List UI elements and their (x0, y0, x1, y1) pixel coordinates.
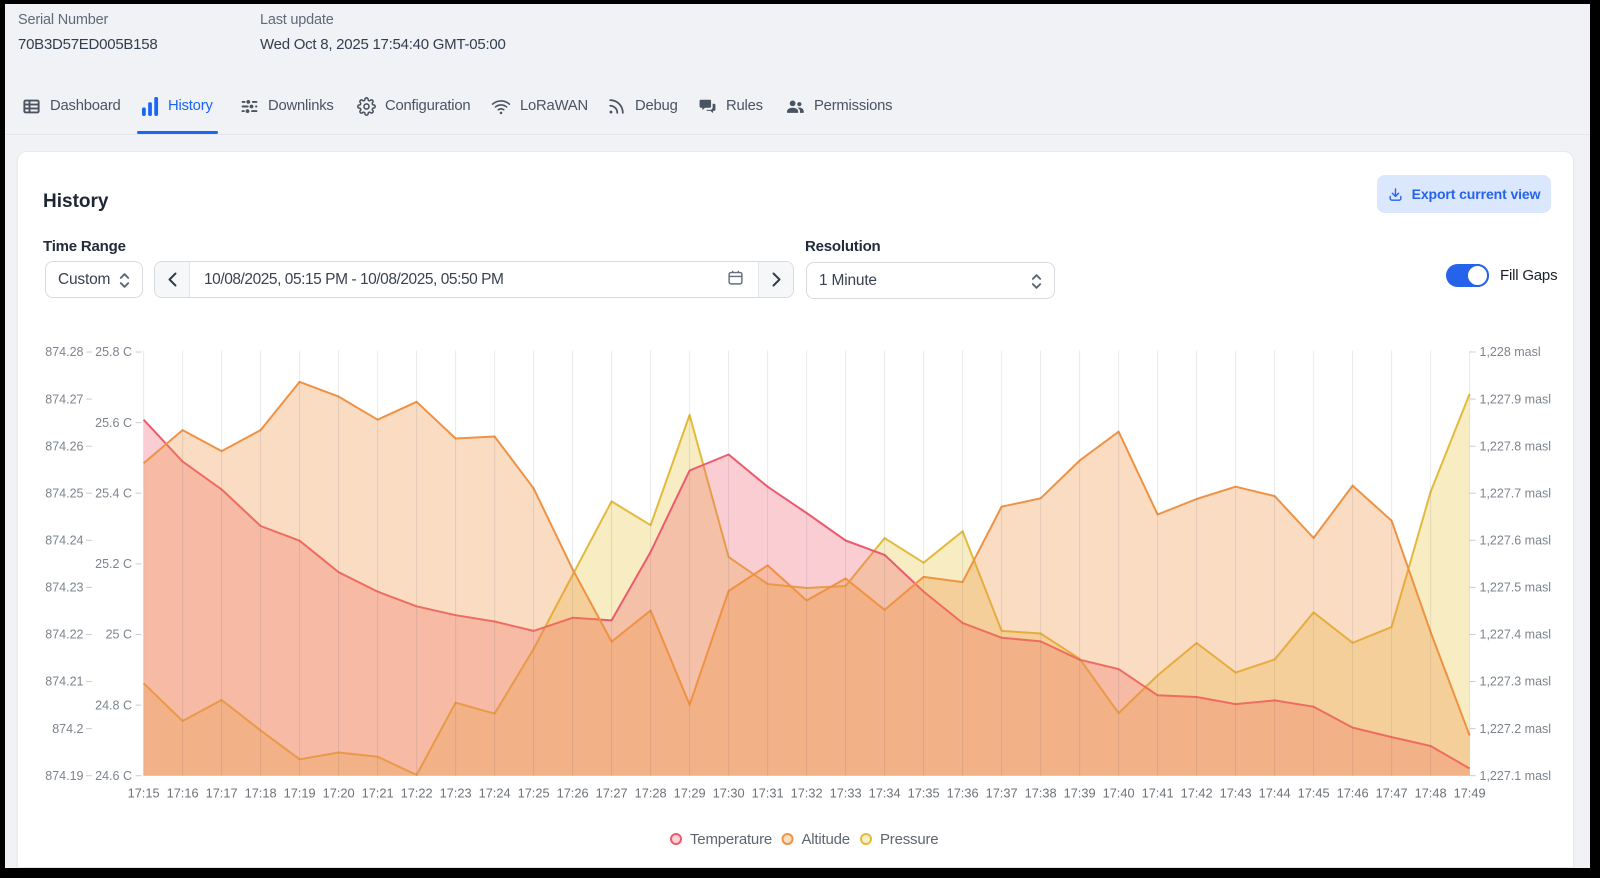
svg-text:24.6 C: 24.6 C (95, 769, 132, 783)
svg-text:Pressure: Pressure (880, 831, 938, 848)
svg-text:17:19: 17:19 (284, 786, 316, 801)
svg-text:17:46: 17:46 (1337, 786, 1369, 801)
svg-text:1,227.4 masl: 1,227.4 masl (1480, 628, 1552, 642)
svg-text:1,227.5 masl: 1,227.5 masl (1480, 581, 1552, 595)
svg-text:17:23: 17:23 (440, 786, 472, 801)
svg-text:17:22: 17:22 (401, 786, 433, 801)
svg-text:17:18: 17:18 (245, 786, 277, 801)
svg-text:17:43: 17:43 (1220, 786, 1252, 801)
svg-text:17:32: 17:32 (791, 786, 823, 801)
svg-text:17:20: 17:20 (323, 786, 355, 801)
svg-text:25.6 C: 25.6 C (95, 416, 132, 430)
svg-text:25.4 C: 25.4 C (95, 486, 132, 500)
svg-text:1,227.3 masl: 1,227.3 masl (1480, 675, 1552, 689)
svg-text:874.24: 874.24 (45, 534, 83, 548)
svg-text:17:25: 17:25 (518, 786, 550, 801)
svg-text:17:17: 17:17 (206, 786, 238, 801)
svg-text:1,227.8 masl: 1,227.8 masl (1480, 439, 1552, 453)
svg-text:25 C: 25 C (106, 628, 132, 642)
svg-text:1,227.2 masl: 1,227.2 masl (1480, 722, 1552, 736)
svg-text:17:40: 17:40 (1103, 786, 1135, 801)
svg-text:874.27: 874.27 (45, 392, 83, 406)
svg-text:25.2 C: 25.2 C (95, 557, 132, 571)
svg-text:874.26: 874.26 (45, 439, 83, 453)
svg-text:17:16: 17:16 (167, 786, 199, 801)
svg-text:17:44: 17:44 (1259, 786, 1291, 801)
svg-text:1,228 masl: 1,228 masl (1480, 345, 1541, 359)
svg-text:17:24: 17:24 (479, 786, 511, 801)
svg-text:17:34: 17:34 (869, 786, 901, 801)
svg-text:17:48: 17:48 (1415, 786, 1447, 801)
svg-text:17:47: 17:47 (1376, 786, 1408, 801)
svg-text:17:35: 17:35 (908, 786, 940, 801)
svg-text:17:30: 17:30 (713, 786, 745, 801)
svg-text:25.8 C: 25.8 C (95, 345, 132, 359)
svg-text:17:36: 17:36 (947, 786, 979, 801)
svg-text:1,227.6 masl: 1,227.6 masl (1480, 534, 1552, 548)
svg-text:24.8 C: 24.8 C (95, 698, 132, 712)
svg-text:17:21: 17:21 (362, 786, 394, 801)
svg-text:874.21: 874.21 (45, 675, 83, 689)
svg-text:874.22: 874.22 (45, 628, 83, 642)
svg-text:874.2: 874.2 (52, 722, 83, 736)
svg-text:17:33: 17:33 (830, 786, 862, 801)
svg-text:17:29: 17:29 (674, 786, 706, 801)
svg-text:17:31: 17:31 (752, 786, 784, 801)
svg-text:874.28: 874.28 (45, 345, 83, 359)
svg-text:17:38: 17:38 (1025, 786, 1057, 801)
svg-text:17:37: 17:37 (986, 786, 1018, 801)
svg-text:17:41: 17:41 (1142, 786, 1174, 801)
svg-text:17:28: 17:28 (635, 786, 667, 801)
svg-text:17:15: 17:15 (128, 786, 160, 801)
svg-text:874.19: 874.19 (45, 769, 83, 783)
svg-text:17:49: 17:49 (1454, 786, 1486, 801)
svg-text:Temperature: Temperature (690, 831, 772, 848)
svg-text:874.23: 874.23 (45, 581, 83, 595)
svg-text:17:26: 17:26 (557, 786, 589, 801)
svg-text:1,227.9 masl: 1,227.9 masl (1480, 392, 1552, 406)
svg-text:17:39: 17:39 (1064, 786, 1096, 801)
svg-text:17:42: 17:42 (1181, 786, 1213, 801)
svg-text:1,227.1 masl: 1,227.1 masl (1480, 769, 1552, 783)
svg-text:17:27: 17:27 (596, 786, 628, 801)
svg-text:874.25: 874.25 (45, 486, 83, 500)
svg-text:Altitude: Altitude (802, 831, 850, 848)
svg-text:1,227.7 masl: 1,227.7 masl (1480, 486, 1552, 500)
svg-text:17:45: 17:45 (1298, 786, 1330, 801)
